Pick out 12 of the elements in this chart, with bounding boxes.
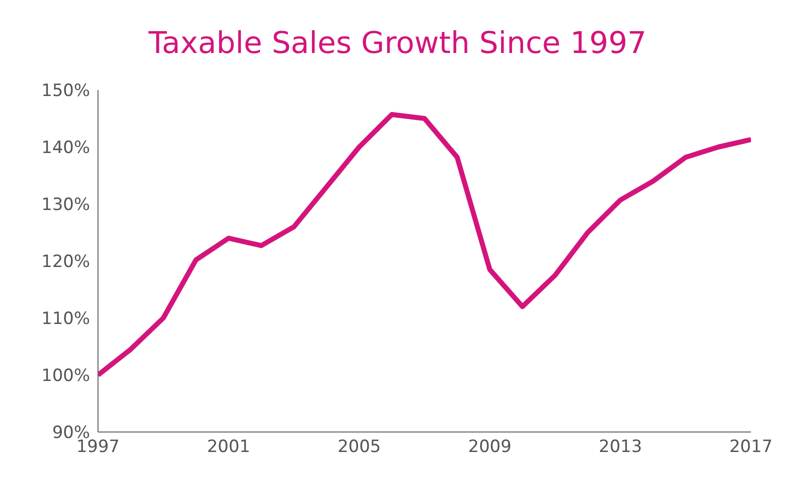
y-tick-label: 120%: [41, 252, 90, 272]
x-tick-label: 2001: [206, 437, 250, 458]
x-tick-label: 2009: [468, 437, 512, 458]
x-tick-label: 2017: [729, 437, 773, 458]
x-tick-label: 2013: [598, 437, 642, 458]
chart-title: Taxable Sales Growth Since 1997: [147, 25, 648, 63]
y-tick-label: 150%: [41, 81, 90, 102]
y-tick-label: 110%: [41, 309, 90, 330]
y-tick-label: 140%: [41, 138, 90, 158]
y-tick-label: 100%: [41, 366, 90, 386]
y-tick-label: 130%: [41, 195, 90, 216]
x-tick-label: 2005: [338, 437, 381, 458]
